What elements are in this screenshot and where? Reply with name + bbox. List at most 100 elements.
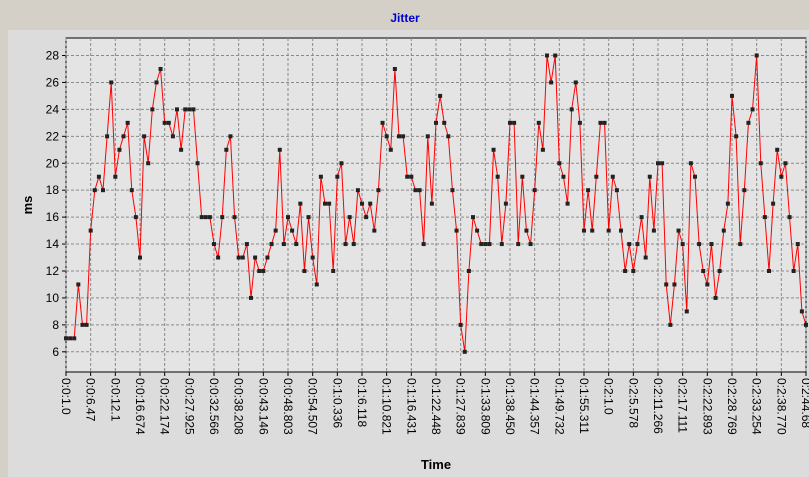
- data-point: [166, 120, 171, 125]
- data-point: [487, 242, 492, 247]
- data-point: [635, 242, 640, 247]
- data-point: [762, 215, 767, 220]
- data-point: [372, 228, 377, 233]
- data-point: [64, 336, 68, 341]
- data-point: [721, 228, 726, 233]
- data-point: [129, 188, 134, 193]
- x-tick-label: 0:0:27.925: [182, 378, 196, 435]
- data-point: [438, 93, 443, 98]
- data-point: [203, 215, 208, 220]
- data-point: [323, 201, 327, 206]
- data-point: [672, 282, 677, 287]
- data-point: [109, 80, 114, 85]
- data-point: [569, 107, 574, 112]
- data-point: [594, 174, 599, 179]
- data-point: [142, 134, 147, 139]
- x-tick-label: 0:0:16.674: [133, 378, 147, 435]
- data-point: [684, 309, 689, 314]
- data-point: [483, 242, 488, 247]
- data-point: [310, 255, 315, 260]
- data-point: [240, 255, 245, 260]
- data-point: [105, 134, 110, 139]
- x-tick-label: 0:1:16.431: [404, 378, 418, 435]
- y-tick-label: 28: [46, 49, 60, 63]
- x-tick-label: 0:1:49.732: [552, 378, 566, 435]
- data-point: [80, 322, 85, 327]
- data-point: [590, 228, 595, 233]
- data-point: [355, 188, 360, 193]
- data-point: [631, 268, 636, 273]
- x-tick-label: 0:1:27.839: [454, 378, 468, 435]
- data-point: [553, 53, 558, 58]
- x-tick-label: 0:1:6.118: [355, 378, 369, 427]
- data-point: [602, 120, 607, 125]
- data-point: [532, 188, 537, 193]
- x-tick-label: 0:1:38.450: [503, 378, 517, 435]
- data-point: [787, 215, 792, 220]
- data-point: [261, 268, 266, 273]
- x-tick-label: 0:0:38.208: [232, 378, 246, 435]
- data-point: [619, 228, 623, 233]
- data-point: [512, 120, 517, 125]
- data-point: [335, 174, 340, 179]
- x-tick-label: 0:0:43.146: [256, 378, 270, 435]
- y-axis-label: ms: [20, 196, 35, 215]
- data-point: [347, 215, 352, 220]
- data-point: [368, 201, 373, 206]
- data-point: [228, 134, 233, 139]
- data-point: [413, 188, 418, 193]
- data-point: [660, 161, 665, 166]
- data-point: [187, 107, 192, 112]
- data-point: [360, 201, 364, 206]
- data-point: [101, 188, 105, 193]
- data-point: [709, 242, 714, 247]
- x-tick-label: 0:0:6.47: [84, 378, 98, 422]
- data-point: [249, 295, 253, 300]
- data-point: [253, 255, 258, 260]
- data-point: [623, 268, 628, 273]
- data-point: [446, 134, 451, 139]
- x-axis-label: Time: [421, 457, 451, 472]
- data-point: [610, 174, 615, 179]
- data-point: [318, 174, 323, 179]
- data-point: [195, 161, 200, 166]
- data-point: [540, 147, 545, 152]
- data-point: [466, 268, 471, 273]
- data-point: [614, 188, 619, 193]
- data-point: [791, 268, 796, 273]
- data-point: [775, 147, 780, 152]
- x-tick-label: 0:2:5.578: [626, 378, 640, 428]
- data-point: [697, 242, 702, 247]
- data-point: [191, 107, 196, 112]
- data-point: [742, 188, 747, 193]
- data-point: [598, 120, 603, 125]
- x-tick-label: 0:0:48.803: [281, 378, 295, 435]
- data-point: [207, 215, 212, 220]
- y-tick-label: 6: [52, 345, 59, 359]
- data-point: [290, 228, 295, 233]
- data-point: [273, 228, 278, 233]
- data-point: [549, 80, 554, 85]
- data-point: [138, 255, 142, 260]
- data-point: [693, 174, 697, 179]
- data-point: [717, 268, 722, 273]
- data-point: [302, 268, 307, 273]
- y-tick-label: 12: [46, 264, 60, 278]
- y-tick-label: 14: [46, 237, 60, 251]
- data-point: [421, 242, 426, 247]
- data-point: [577, 120, 582, 125]
- data-point: [220, 215, 225, 220]
- data-point: [795, 242, 800, 247]
- data-point: [730, 93, 734, 98]
- data-point: [331, 268, 336, 273]
- data-point: [392, 66, 397, 71]
- data-point: [639, 215, 644, 220]
- data-point: [294, 242, 299, 247]
- data-point: [758, 161, 763, 166]
- data-point: [401, 134, 406, 139]
- data-point: [738, 242, 743, 247]
- data-point: [508, 120, 512, 125]
- data-point: [499, 242, 504, 247]
- data-point: [680, 242, 685, 247]
